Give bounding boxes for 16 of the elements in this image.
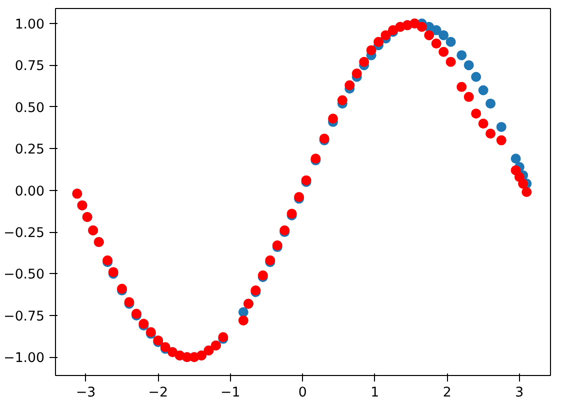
y-tick-label: −0.75 bbox=[4, 309, 44, 324]
x-tick-label: −3 bbox=[76, 386, 96, 400]
y-tick-label: −0.25 bbox=[4, 226, 44, 242]
y-tick-label: 0.25 bbox=[14, 142, 45, 158]
x-tick-label: −2 bbox=[148, 386, 168, 400]
y-tick-label: 0.00 bbox=[14, 184, 45, 200]
y-tick-label: 0.75 bbox=[14, 59, 45, 74]
x-tick-label: 3 bbox=[515, 386, 524, 400]
x-tick-label: −1 bbox=[220, 386, 240, 400]
x-tick-label: 2 bbox=[442, 386, 452, 400]
x-tick-label: 0 bbox=[298, 386, 307, 400]
y-tick-label: −1.00 bbox=[4, 351, 44, 366]
y-tick-label: 0.50 bbox=[14, 100, 45, 116]
x-tick-label: 1 bbox=[370, 386, 380, 400]
y-tick-label: 1.00 bbox=[14, 18, 45, 33]
y-tick-label: −0.50 bbox=[4, 268, 44, 283]
